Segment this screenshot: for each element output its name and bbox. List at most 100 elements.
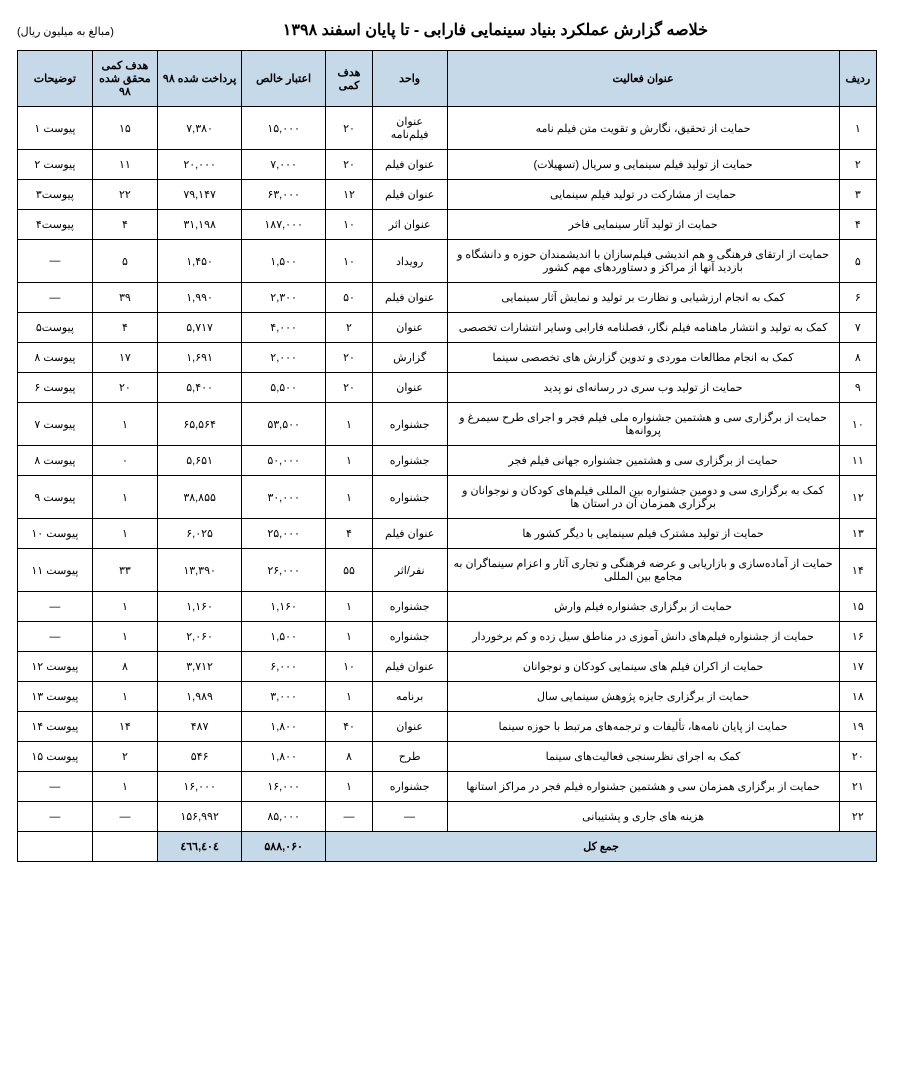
cell-unit: جشنواره [372, 476, 447, 519]
cell-n: ۹ [839, 373, 876, 403]
cell-credit: ۲۵,۰۰۰ [242, 519, 326, 549]
cell-target: ۱۰ [326, 652, 373, 682]
cell-paid: ۱۶,۰۰۰ [158, 772, 242, 802]
cell-unit: عنوان فیلم [372, 150, 447, 180]
cell-paid: ۴۸۷ [158, 712, 242, 742]
cell-target: ۲ [326, 313, 373, 343]
cell-achieved: ۴ [92, 210, 157, 240]
cell-credit: ۵,۵۰۰ [242, 373, 326, 403]
cell-n: ۱۴ [839, 549, 876, 592]
cell-activity: حمایت از برگزاری سی و هشتمین جشنواره جها… [447, 446, 839, 476]
cell-achieved: ۳۳ [92, 549, 157, 592]
cell-target: ۱ [326, 682, 373, 712]
cell-notes: — [18, 240, 93, 283]
cell-achieved: — [92, 802, 157, 832]
total-blank1 [92, 832, 157, 862]
table-row: ۱حمایت از تحقیق، نگارش و تقویت متن فیلم … [18, 107, 877, 150]
cell-n: ۱۲ [839, 476, 876, 519]
total-paid: ٤٦٦,٤۰٤ [158, 832, 242, 862]
cell-unit: جشنواره [372, 403, 447, 446]
table-row: ۲حمایت از تولید فیلم سینمایی و سریال (تس… [18, 150, 877, 180]
cell-credit: ۲,۰۰۰ [242, 343, 326, 373]
cell-unit: عنوان فیلم [372, 519, 447, 549]
cell-notes: پیوست ۷ [18, 403, 93, 446]
cell-credit: ۵۰,۰۰۰ [242, 446, 326, 476]
cell-achieved: ۱ [92, 519, 157, 549]
cell-credit: ۱,۸۰۰ [242, 712, 326, 742]
cell-unit: طرح [372, 742, 447, 772]
table-row: ۶کمک به انجام ارزشیابی و نظارت بر تولید … [18, 283, 877, 313]
cell-paid: ۵,۶۵۱ [158, 446, 242, 476]
cell-n: ۱۷ [839, 652, 876, 682]
cell-credit: ۱۵,۰۰۰ [242, 107, 326, 150]
table-row: ۱۲کمک به برگزاری سی و دومین جشنواره بین … [18, 476, 877, 519]
cell-target: ۲۰ [326, 343, 373, 373]
cell-paid: ۷,۳۸۰ [158, 107, 242, 150]
cell-target: ۱۲ [326, 180, 373, 210]
cell-notes: پیوست ۱۳ [18, 682, 93, 712]
cell-achieved: ۳۹ [92, 283, 157, 313]
cell-activity: حمایت از اکران فیلم های سینمایی کودکان و… [447, 652, 839, 682]
cell-credit: ۷,۰۰۰ [242, 150, 326, 180]
cell-target: ۱ [326, 446, 373, 476]
cell-notes: پیوست۵ [18, 313, 93, 343]
cell-n: ۵ [839, 240, 876, 283]
cell-credit: ۱۶,۰۰۰ [242, 772, 326, 802]
cell-paid: ۱۵۶,۹۹۲ [158, 802, 242, 832]
cell-credit: ۶,۰۰۰ [242, 652, 326, 682]
cell-paid: ۵,۷۱۷ [158, 313, 242, 343]
cell-unit: گزارش [372, 343, 447, 373]
cell-activity: حمایت از تولید وب سری در رسانه‌ای نو پدی… [447, 373, 839, 403]
cell-unit: عنوان فیلم‌نامه [372, 107, 447, 150]
table-row: ۱۵حمایت از برگزاری جشنواره فیلم وارشجشنو… [18, 592, 877, 622]
cell-n: ۲۲ [839, 802, 876, 832]
page-title: خلاصه گزارش عملکرد بنیاد سینمایی فارابی … [114, 20, 877, 40]
cell-n: ۱۸ [839, 682, 876, 712]
cell-notes: پیوست ۸ [18, 343, 93, 373]
cell-activity: حمایت از تحقیق، نگارش و تقویت متن فیلم ن… [447, 107, 839, 150]
cell-achieved: ۱ [92, 403, 157, 446]
cell-credit: ۳۰,۰۰۰ [242, 476, 326, 519]
cell-notes: — [18, 592, 93, 622]
cell-notes: پیوست ۶ [18, 373, 93, 403]
table-row: ۲۱حمایت از برگزاری همزمان سی و هشتمین جش… [18, 772, 877, 802]
cell-n: ۲ [839, 150, 876, 180]
cell-target: ۱۰ [326, 240, 373, 283]
cell-credit: ۳,۰۰۰ [242, 682, 326, 712]
header-achieved: هدف کمی محقق شده ۹۸ [92, 51, 157, 107]
cell-activity: حمایت از ارتقای فرهنگی و هم اندیشی فیلم‌… [447, 240, 839, 283]
cell-n: ۷ [839, 313, 876, 343]
cell-activity: کمک به انجام ارزشیابی و نظارت بر تولید و… [447, 283, 839, 313]
cell-notes: پیوست ۱۲ [18, 652, 93, 682]
total-blank2 [18, 832, 93, 862]
cell-n: ۱۶ [839, 622, 876, 652]
cell-target: ۵۵ [326, 549, 373, 592]
cell-credit: ۲,۳۰۰ [242, 283, 326, 313]
cell-target: ۱ [326, 772, 373, 802]
cell-unit: عنوان اثر [372, 210, 447, 240]
cell-activity: حمایت از تولید فیلم سینمایی و سریال (تسه… [447, 150, 839, 180]
cell-n: ۱ [839, 107, 876, 150]
cell-target: ۱ [326, 403, 373, 446]
cell-paid: ۵,۴۰۰ [158, 373, 242, 403]
table-row: ۱۴حمایت از آماده‌سازی و بازاریابی و عرضه… [18, 549, 877, 592]
table-row: ۲۲هزینه های جاری و پشتیبانی——۸۵,۰۰۰۱۵۶,۹… [18, 802, 877, 832]
cell-achieved: ۱۴ [92, 712, 157, 742]
cell-target: ۴۰ [326, 712, 373, 742]
cell-target: ۲۰ [326, 107, 373, 150]
cell-activity: هزینه های جاری و پشتیبانی [447, 802, 839, 832]
cell-paid: ۱,۱۶۰ [158, 592, 242, 622]
cell-unit: جشنواره [372, 622, 447, 652]
cell-unit: عنوان فیلم [372, 283, 447, 313]
cell-paid: ۳۱,۱۹۸ [158, 210, 242, 240]
cell-achieved: ۱ [92, 476, 157, 519]
cell-achieved: ۱۱ [92, 150, 157, 180]
table-row: ۴حمایت از تولید آثار سینمایی فاخرعنوان ا… [18, 210, 877, 240]
cell-paid: ۱,۶۹۱ [158, 343, 242, 373]
cell-n: ۱۳ [839, 519, 876, 549]
cell-target: ۱۰ [326, 210, 373, 240]
cell-activity: حمایت از برگزاری جشنواره فیلم وارش [447, 592, 839, 622]
cell-notes: — [18, 283, 93, 313]
cell-activity: حمایت از پایان نامه‌ها، تألیفات و ترجمه‌… [447, 712, 839, 742]
cell-notes: — [18, 622, 93, 652]
